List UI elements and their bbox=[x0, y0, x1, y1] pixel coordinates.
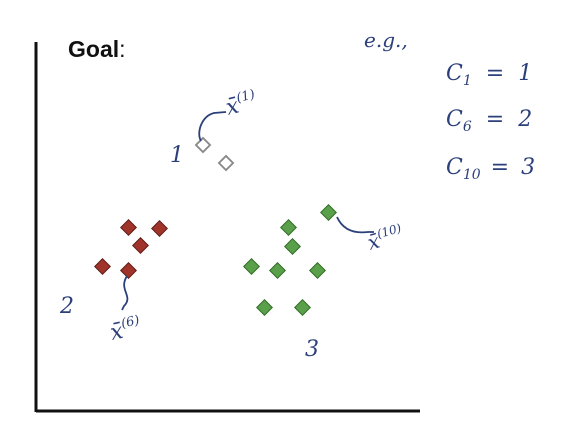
assignment-sub: 10 bbox=[463, 167, 481, 183]
point-label-x10-sup: (10) bbox=[375, 221, 403, 241]
assignment-val: 3 bbox=[521, 155, 535, 180]
assignment-row: C6 = 2 bbox=[446, 107, 532, 135]
assignment-row: C1 = 1 bbox=[446, 61, 532, 89]
diamond-point bbox=[217, 154, 235, 172]
diamond-point bbox=[120, 219, 137, 236]
point-label-x6-symbol: x̄ bbox=[108, 319, 126, 346]
cluster-label-1: 1 bbox=[170, 143, 184, 168]
pointer-stroke-x6 bbox=[121, 275, 129, 311]
cluster-label-2: 2 bbox=[59, 294, 74, 319]
assignment-c: C bbox=[446, 107, 463, 132]
diamond-point bbox=[120, 262, 137, 279]
point-label-x1: x̄(1) bbox=[223, 87, 259, 121]
pointer-stroke-x1 bbox=[198, 111, 227, 142]
assignment-eq: = bbox=[486, 107, 504, 132]
assignment-sub: 1 bbox=[463, 73, 472, 89]
assignment-sub: 6 bbox=[463, 119, 472, 135]
goal-colon: : bbox=[119, 36, 126, 62]
cluster-label-3: 3 bbox=[305, 337, 319, 362]
diamond-point bbox=[194, 136, 212, 154]
point-label-x6: x̄(6) bbox=[108, 313, 144, 346]
diamond-point bbox=[243, 258, 260, 275]
cluster-3 bbox=[243, 204, 337, 316]
point-label-x6-sup: (6) bbox=[120, 313, 141, 332]
cluster-1 bbox=[194, 136, 235, 172]
diamond-point bbox=[294, 299, 311, 316]
assignment-c: C bbox=[446, 155, 463, 180]
diamond-point bbox=[320, 204, 337, 221]
diamond-point bbox=[280, 219, 297, 236]
assignment-c: C bbox=[446, 61, 463, 86]
assignment-row: C10 = 3 bbox=[446, 155, 535, 183]
diamond-point bbox=[94, 258, 111, 275]
goal-heading: Goal bbox=[68, 36, 120, 62]
cluster-2 bbox=[94, 219, 168, 279]
point-label-x1-sup: (1) bbox=[235, 87, 257, 106]
diamond-point bbox=[256, 299, 273, 316]
assignment-eq: = bbox=[486, 61, 504, 86]
diamond-point bbox=[151, 220, 168, 237]
assignment-val: 1 bbox=[518, 61, 532, 86]
assignment-val: 2 bbox=[517, 107, 532, 132]
assignment-eq: = bbox=[491, 155, 509, 180]
assignment-list: C1 = 1 C6 = 2 C10 = 3 bbox=[446, 61, 535, 183]
diamond-point bbox=[132, 237, 149, 254]
point-label-x10: x̄(10) bbox=[364, 221, 406, 255]
diamond-point bbox=[284, 238, 301, 255]
example-label: e.g., bbox=[364, 28, 408, 52]
diamond-point bbox=[309, 262, 326, 279]
slide-title: Goal: bbox=[68, 36, 126, 63]
pointer-stroke-x10 bbox=[336, 216, 374, 234]
diamond-point bbox=[269, 262, 286, 279]
